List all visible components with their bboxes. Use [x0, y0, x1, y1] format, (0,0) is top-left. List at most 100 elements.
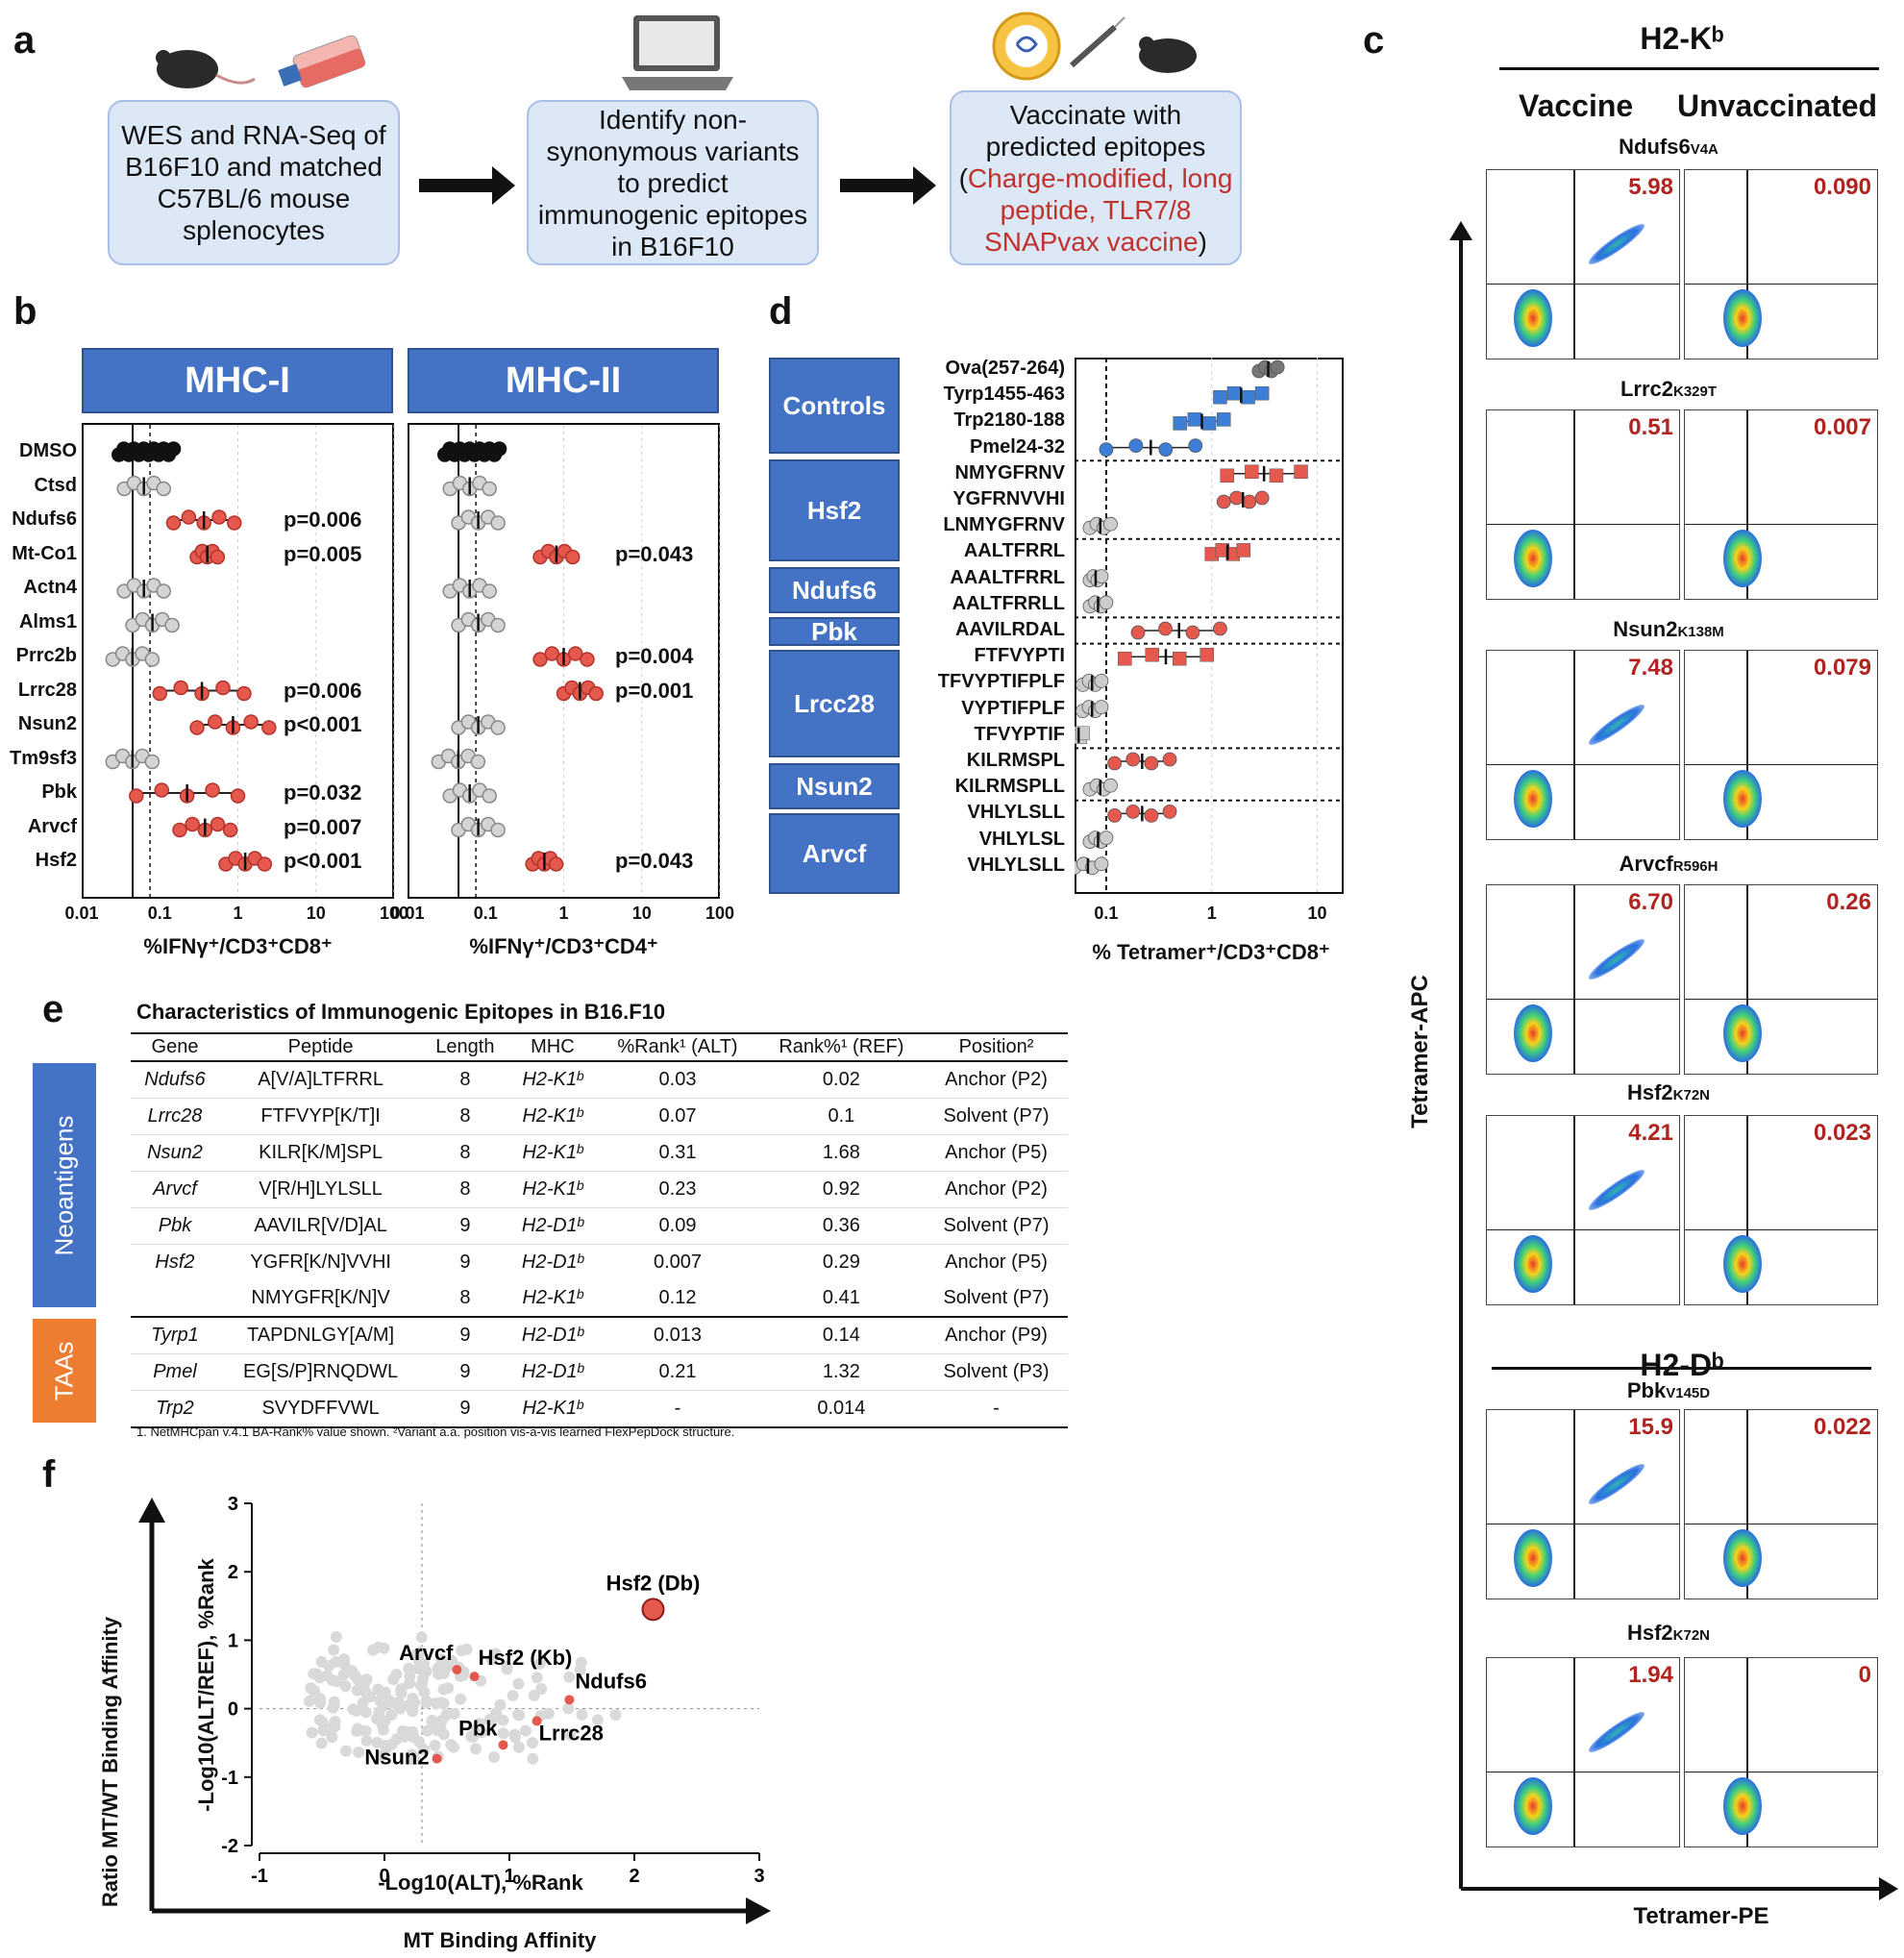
table-cell: H2-D1ᵇ — [507, 1317, 598, 1354]
background-point — [591, 1714, 604, 1726]
data-point — [532, 652, 548, 667]
data-point — [189, 720, 205, 735]
data-point — [1107, 807, 1123, 823]
y-tick-label: 1 — [228, 1630, 238, 1651]
data-point — [152, 685, 167, 702]
flow-mutation: K72N — [1672, 1087, 1711, 1103]
background-point — [420, 1695, 433, 1707]
table-cell: Tyrp1 — [131, 1317, 219, 1354]
f-xlabel: -Log10(ALT), %Rank — [378, 1871, 583, 1895]
data-point — [588, 685, 604, 702]
flow-gene: Pbk — [1626, 1378, 1667, 1402]
background-point — [408, 1731, 420, 1744]
pvalue: p<0.001 — [284, 849, 362, 873]
panel-e-letter: e — [42, 988, 64, 1030]
db-title: H2-Dᵇ — [1640, 1348, 1724, 1382]
background-point — [313, 1714, 326, 1726]
table-header: Rank%¹ (REF) — [757, 1032, 925, 1062]
data-point — [490, 720, 506, 735]
group-arvcf: Arvcf — [769, 813, 900, 894]
table-cell: KILR[K/M]SPL — [218, 1134, 423, 1172]
background-point — [455, 1693, 467, 1705]
x-tick-label: 0 — [379, 1866, 389, 1887]
table-cell: 8 — [422, 1134, 508, 1172]
peptide-label: AALTFRRL — [963, 540, 1065, 562]
table-cell: FTFVYP[K/T]I — [218, 1098, 423, 1135]
background-point — [421, 1724, 433, 1737]
background-point — [531, 1672, 543, 1684]
data-point — [227, 515, 242, 531]
table-cell: 0.23 — [597, 1171, 758, 1208]
table-header: Length — [422, 1032, 508, 1062]
background-point — [395, 1685, 408, 1698]
background-point — [310, 1668, 323, 1680]
x-tick: 100 — [379, 904, 409, 923]
background-point — [387, 1673, 400, 1685]
x-tick: 0.01 — [64, 904, 99, 923]
flow-plot-unvaccinated: 0.022 — [1684, 1409, 1878, 1599]
flow-plot-vaccine: 15.9 — [1486, 1409, 1680, 1599]
table-header: Peptide — [218, 1032, 423, 1062]
epitope-table: Gene Peptide Length MHC %Rank¹ (ALT) Rank%¹ (… — [131, 1032, 1068, 1428]
background-point — [440, 1709, 453, 1722]
tetramer-xlabel: % Tetramer⁺/CD3⁺CD8⁺ — [1092, 940, 1330, 964]
background-point — [331, 1675, 343, 1688]
background-point — [501, 1660, 513, 1673]
table-cell: 8 — [459, 1287, 471, 1308]
data-point — [1294, 464, 1308, 480]
row-label-nsun2: Nsun2 — [17, 713, 77, 734]
data-point — [210, 549, 226, 565]
data-point — [165, 441, 182, 457]
highlight-point — [532, 1716, 542, 1726]
table-cell: Lrrc28 — [131, 1098, 219, 1135]
y-tick-label: 3 — [228, 1494, 238, 1515]
background-point — [339, 1680, 352, 1693]
flow-arrow-2 — [840, 166, 936, 205]
table-cell: SVYDFFVWL — [261, 1398, 380, 1419]
flow-box-identify: Identify non-synonymous variants to pred… — [527, 100, 819, 265]
background-point — [346, 1665, 359, 1677]
group-nsun2: Nsun2 — [769, 763, 900, 809]
frequency-value: 0.022 — [1813, 1414, 1871, 1440]
background-point — [485, 1653, 498, 1666]
pvalue: p=0.006 — [284, 508, 362, 532]
data-point — [1245, 464, 1259, 480]
table-cell: H2-K1ᵇ — [522, 1398, 583, 1419]
data-point — [1173, 416, 1187, 431]
highlight-point — [469, 1672, 480, 1682]
table-cell: Trp2 — [156, 1398, 194, 1419]
data-point — [1269, 468, 1284, 483]
vaccinate-text: Vaccinate with predicted epitopes — [985, 99, 1206, 161]
data-point — [1125, 804, 1141, 819]
peptide-label: LNMYGFRNV — [943, 514, 1065, 536]
background-point — [408, 1753, 421, 1766]
background-point — [373, 1706, 385, 1719]
data-point — [1242, 494, 1257, 509]
col-unvaccinated: Unvaccinated — [1677, 88, 1878, 123]
data-point — [1220, 468, 1235, 483]
peptide-label: FTFVYPTI — [974, 645, 1065, 667]
panel-f-scatter: -1 0 1 2 3 3 2 1 0 -1 -2 Hsf2 (Db) Arvcf Hsf2 (Kb)Ndu… — [138, 1494, 771, 1924]
data-point — [1107, 756, 1123, 771]
table-cell: H2-D1ᵇ — [521, 1252, 583, 1273]
group-lrcc28: Lrcc28 — [769, 650, 900, 757]
flow-plot-unvaccinated: 0.26 — [1684, 884, 1878, 1075]
cell-population — [1723, 1529, 1762, 1587]
tetramer-positive-population — [1585, 1165, 1648, 1215]
data-point — [236, 685, 252, 702]
table-cell: A[V/A]LTFRRL — [218, 1061, 423, 1099]
background-point — [403, 1662, 415, 1674]
peptide-label: VHLYLSLL — [967, 802, 1066, 824]
background-point — [417, 1744, 430, 1756]
background-point — [429, 1739, 441, 1751]
y-tick-label: -1 — [221, 1768, 238, 1789]
table-cell: 9 — [422, 1353, 508, 1391]
table-cell: 0.02 — [757, 1061, 925, 1099]
background-point — [575, 1656, 587, 1669]
table-cell: Hsf2 — [155, 1252, 195, 1273]
peptide-label: Tyrp1455-463 — [943, 384, 1065, 406]
data-point — [1270, 359, 1285, 375]
data-point — [491, 441, 507, 457]
background-point — [380, 1740, 392, 1752]
background-point — [337, 1653, 350, 1666]
